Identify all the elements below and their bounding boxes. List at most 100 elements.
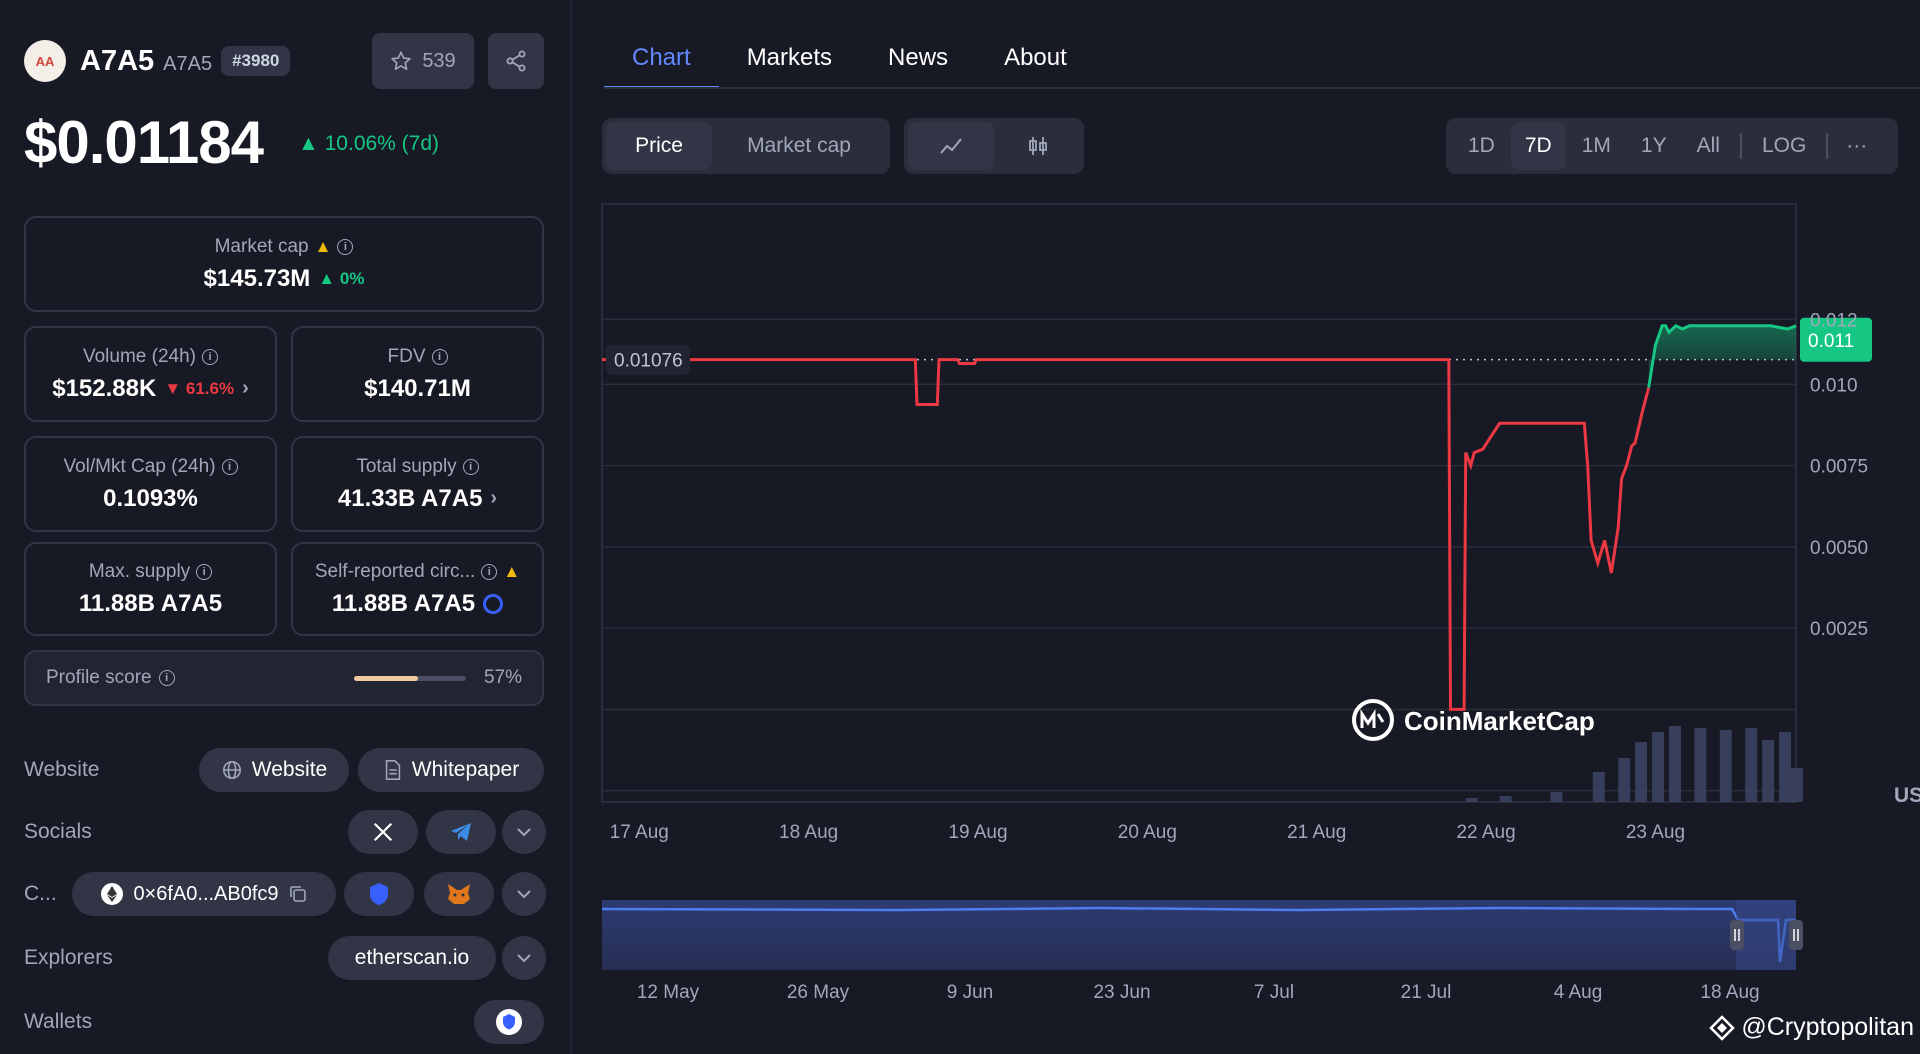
market-cap-card: Market cap ▲ i $145.73M ▲ 0% bbox=[24, 216, 544, 312]
coin-name: A7A5 bbox=[80, 44, 155, 77]
navigator-tick-label: 23 Jun bbox=[1093, 982, 1150, 1003]
tab-markets[interactable]: Markets bbox=[746, 44, 833, 71]
info-icon[interactable]: i bbox=[481, 563, 498, 580]
explorers-expand-button[interactable] bbox=[502, 936, 546, 980]
socials-expand-button[interactable] bbox=[502, 810, 546, 854]
info-icon[interactable]: i bbox=[202, 348, 218, 365]
coin-symbol: A7A5 bbox=[163, 52, 213, 75]
metamask-fox-icon bbox=[448, 884, 470, 904]
explorer-button[interactable]: etherscan.io bbox=[328, 936, 496, 980]
warning-icon: ▲ bbox=[503, 561, 521, 581]
shield-button[interactable] bbox=[344, 872, 414, 916]
wallet-shield-icon bbox=[496, 1009, 522, 1035]
cryptopolitan-credit: @Cryptopolitan bbox=[1709, 1013, 1914, 1042]
volume-bar bbox=[1694, 728, 1707, 802]
range-divider bbox=[1739, 133, 1742, 159]
volume-value: $152.88K bbox=[52, 374, 157, 402]
profile-score-fill bbox=[354, 675, 418, 681]
copy-icon[interactable] bbox=[288, 884, 308, 904]
telegram-button[interactable] bbox=[426, 810, 496, 854]
tab-news[interactable]: News bbox=[888, 44, 949, 71]
navigator-tick-label: 18 Aug bbox=[1700, 982, 1759, 1003]
x-tick-label: 20 Aug bbox=[1118, 822, 1177, 843]
range-1d[interactable]: 1D bbox=[1468, 134, 1495, 157]
info-icon[interactable]: i bbox=[337, 238, 354, 255]
navigator-tick-label: 9 Jun bbox=[947, 982, 993, 1003]
y-tick-label: 0.0050 bbox=[1810, 538, 1868, 559]
warning-icon: ▲ bbox=[314, 236, 332, 256]
whitepaper-button[interactable]: Whitepaper bbox=[358, 748, 544, 792]
volume-bar bbox=[1668, 726, 1681, 802]
price-line-above bbox=[1647, 324, 1797, 388]
contracts-expand-button[interactable] bbox=[502, 872, 546, 916]
chevron-down-icon bbox=[517, 954, 531, 963]
volume-label: Volume (24h) bbox=[82, 345, 196, 367]
contract-address-button[interactable]: 0×6fA0...AB0fc9 bbox=[72, 872, 336, 916]
coin-header: AA A7A5 A7A5 #3980 539 bbox=[24, 33, 544, 89]
x-axis-ticks: 17 Aug 18 Aug 19 Aug 20 Aug 21 Aug 22 Aug 23 A… bbox=[610, 822, 1685, 843]
max-supply-value: 11.88B A7A5 bbox=[78, 589, 223, 617]
wallet-button[interactable] bbox=[474, 1000, 544, 1044]
watermark-text: CoinMarketCap bbox=[1404, 706, 1595, 736]
vol-mkt-label: Vol/Mkt Cap (24h) bbox=[63, 455, 216, 477]
volume-bars bbox=[1465, 726, 1803, 802]
range-divider bbox=[1826, 133, 1829, 159]
socials-row: Socials bbox=[24, 810, 546, 854]
watchlist-button[interactable]: 539 bbox=[372, 33, 474, 89]
self-reported-label: Self-reported circ... bbox=[314, 560, 476, 582]
fdv-value: $140.71M bbox=[364, 374, 471, 402]
explorer-button-label: etherscan.io bbox=[354, 946, 470, 969]
range-all[interactable]: All bbox=[1696, 134, 1720, 157]
navigator-line bbox=[601, 906, 1796, 963]
time-navigator[interactable]: 12 May 26 May 9 Jun 23 Jun 7 Jul 21 Jul 4 Aug 1… bbox=[600, 890, 1920, 1030]
total-supply-card[interactable]: Total supply i 41.33B A7A5 › bbox=[291, 436, 544, 532]
chart-type-toggle bbox=[904, 118, 1084, 174]
tab-chart[interactable]: Chart bbox=[604, 34, 719, 89]
volume-bar bbox=[1499, 796, 1512, 802]
price-chart[interactable]: CoinMarketCap 0.01076 0.011 0.012 0.010 0.… bbox=[600, 202, 1920, 922]
metamask-button[interactable] bbox=[424, 872, 494, 916]
navigator-handle-left[interactable] bbox=[1730, 920, 1744, 950]
info-icon[interactable]: i bbox=[462, 458, 479, 475]
profile-score-value: 57% bbox=[483, 667, 522, 688]
x-tick-label: 22 Aug bbox=[1456, 822, 1515, 843]
max-supply-label: Max. supply bbox=[88, 560, 191, 582]
volume-card[interactable]: Volume (24h) i $152.88K ▼ 61.6% › bbox=[24, 326, 277, 422]
tab-about[interactable]: About bbox=[1004, 44, 1067, 71]
more-options-button[interactable]: ··· bbox=[1846, 134, 1868, 157]
total-supply-value: 41.33B A7A5 bbox=[337, 484, 483, 512]
volume-bar bbox=[1790, 768, 1803, 802]
range-1y[interactable]: 1Y bbox=[1640, 134, 1667, 157]
website-label: Website bbox=[24, 758, 100, 781]
watchlist-count: 539 bbox=[422, 49, 456, 72]
navigator-selection[interactable] bbox=[1736, 900, 1796, 970]
share-button[interactable] bbox=[488, 33, 544, 89]
candlestick-button[interactable] bbox=[996, 122, 1080, 170]
x-tick-label: 18 Aug bbox=[779, 822, 838, 843]
price-change: ▲ 10.06% (7d) bbox=[298, 132, 440, 155]
website-button[interactable]: Website bbox=[199, 748, 349, 792]
chart-panel: Chart Markets News About Price Market ca… bbox=[574, 0, 1920, 1054]
price-toggle[interactable]: Price bbox=[606, 122, 712, 170]
log-scale-toggle[interactable]: LOG bbox=[1761, 134, 1807, 157]
navigator-handle-right[interactable] bbox=[1789, 920, 1803, 950]
info-icon[interactable]: i bbox=[158, 670, 175, 686]
market-cap-toggle[interactable]: Market cap bbox=[747, 134, 851, 157]
volume-bar bbox=[1652, 732, 1665, 802]
price-chart-svg: CoinMarketCap 0.01076 0.011 0.0120.0100.… bbox=[601, 203, 1920, 843]
line-chart-button[interactable] bbox=[908, 122, 994, 170]
volume-bar bbox=[1592, 772, 1605, 802]
candlestick-icon bbox=[1029, 137, 1047, 155]
info-icon[interactable]: i bbox=[431, 348, 448, 365]
navigator-tick-label: 21 Jul bbox=[1401, 982, 1452, 1003]
price-line-below bbox=[602, 358, 1651, 711]
wallets-row: Wallets bbox=[24, 1000, 544, 1044]
info-icon[interactable]: i bbox=[221, 458, 238, 475]
market-cap-value: $145.73M bbox=[203, 264, 311, 292]
info-icon[interactable]: i bbox=[196, 563, 213, 580]
y-tick-label: 0.0075 bbox=[1810, 457, 1868, 478]
range-1m[interactable]: 1M bbox=[1581, 134, 1611, 157]
range-7d[interactable]: 7D bbox=[1510, 122, 1566, 170]
rank-badge: #3980 bbox=[221, 46, 291, 76]
x-social-button[interactable] bbox=[348, 810, 418, 854]
